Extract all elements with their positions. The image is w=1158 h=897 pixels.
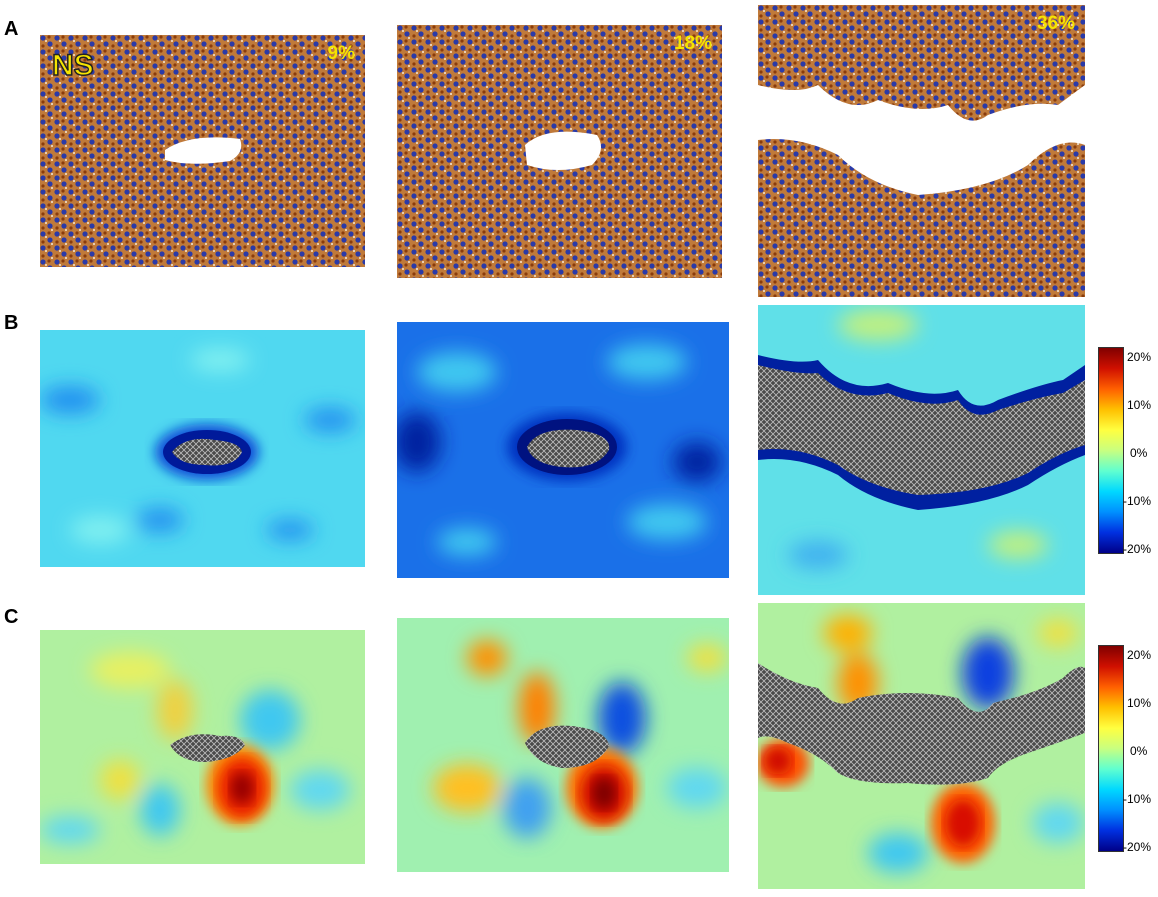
particle-snapshot bbox=[758, 5, 1085, 297]
colorbar-b-tick-20: 20% bbox=[1127, 350, 1152, 364]
strain-map-c-9pct bbox=[40, 630, 365, 864]
contour-map bbox=[758, 603, 1085, 889]
contour-map bbox=[40, 330, 365, 567]
contour-map bbox=[40, 630, 365, 864]
row-label-a: A bbox=[4, 18, 19, 40]
colorbar-c-tick-m10: -10% bbox=[1123, 792, 1152, 806]
strain-map-c-36pct bbox=[758, 603, 1085, 889]
contour-map bbox=[758, 305, 1085, 595]
colorbar-c bbox=[1098, 645, 1124, 852]
colorbar-b bbox=[1098, 347, 1124, 554]
colorbar-c-tick-20: 20% bbox=[1127, 648, 1152, 662]
strain-map-c-18pct bbox=[397, 618, 729, 872]
snapshot-panel-36pct: 36% bbox=[758, 5, 1085, 297]
colorbar-c-tick-m20: -20% bbox=[1123, 840, 1152, 854]
contour-map bbox=[397, 322, 729, 578]
snapshot-panel-18pct: 18% bbox=[397, 25, 722, 278]
colorbar-b-tick-m10: -10% bbox=[1123, 494, 1152, 508]
strain-map-b-36pct bbox=[758, 305, 1085, 595]
strain-label-36: 36% bbox=[1036, 13, 1075, 34]
strain-map-b-9pct bbox=[40, 330, 365, 567]
strain-label-18: 18% bbox=[673, 33, 712, 54]
snapshot-panel-9pct: NS 9% bbox=[40, 35, 365, 267]
strain-label-9: 9% bbox=[327, 43, 355, 64]
colorbar-c-tick-10: 10% bbox=[1127, 696, 1152, 710]
colorbar-b-tick-m20: -20% bbox=[1123, 542, 1152, 556]
colorbar-c-tick-0: 0% bbox=[1130, 744, 1148, 758]
row-label-b: B bbox=[4, 312, 19, 334]
colorbar-b-tick-0: 0% bbox=[1130, 446, 1148, 460]
particle-snapshot bbox=[397, 25, 722, 278]
particle-snapshot bbox=[40, 35, 365, 267]
contour-map bbox=[397, 618, 729, 872]
row-label-c: C bbox=[4, 606, 19, 628]
ns-label: NS bbox=[51, 48, 94, 83]
colorbar-b-tick-10: 10% bbox=[1127, 398, 1152, 412]
strain-map-b-18pct bbox=[397, 322, 729, 578]
